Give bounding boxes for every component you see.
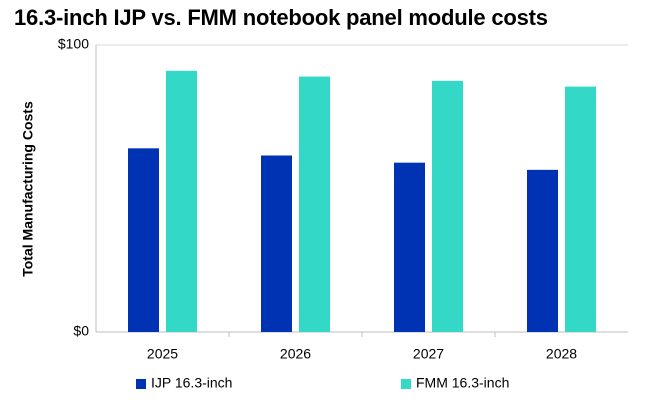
legend-swatch-ijp-16-3-inch (136, 379, 146, 389)
x-axis-ticks (228, 332, 496, 337)
x-axis-tick-labels: 2025 2026 2027 2028 (147, 346, 577, 362)
x-tick-label: 2028 (546, 346, 577, 362)
bar-ijp-16-3-inch-2026 (261, 155, 292, 332)
bar-ijp-16-3-inch-2028 (527, 169, 558, 332)
bar-fmm-16-3-inch-2027 (432, 80, 463, 332)
bar-fmm-16-3-inch-2025 (166, 70, 197, 332)
x-tick-label: 2026 (280, 346, 311, 362)
y-tick-label: $100 (58, 36, 89, 52)
y-axis-tick-labels: $0 $100 (58, 36, 89, 339)
bar-ijp-16-3-inch-2027 (394, 162, 425, 332)
x-tick-label: 2027 (413, 346, 444, 362)
bar-ijp-16-3-inch-2025 (128, 148, 159, 332)
legend-label-fmm-16-3-inch: FMM 16.3-inch (416, 375, 509, 391)
bar-fmm-16-3-inch-2028 (565, 86, 596, 333)
legend-swatch-fmm-16-3-inch (401, 379, 411, 389)
y-axis-title: Total Manufacturing Costs (20, 101, 36, 277)
legend: IJP 16.3-inch FMM 16.3-inch (136, 375, 509, 391)
y-tick-label: $0 (73, 323, 89, 339)
bars (128, 70, 596, 333)
chart-title: 16.3-inch IJP vs. FMM notebook panel mod… (14, 5, 548, 30)
bar-fmm-16-3-inch-2026 (299, 76, 330, 332)
legend-label-ijp-16-3-inch: IJP 16.3-inch (151, 375, 232, 391)
x-tick-label: 2025 (147, 346, 178, 362)
